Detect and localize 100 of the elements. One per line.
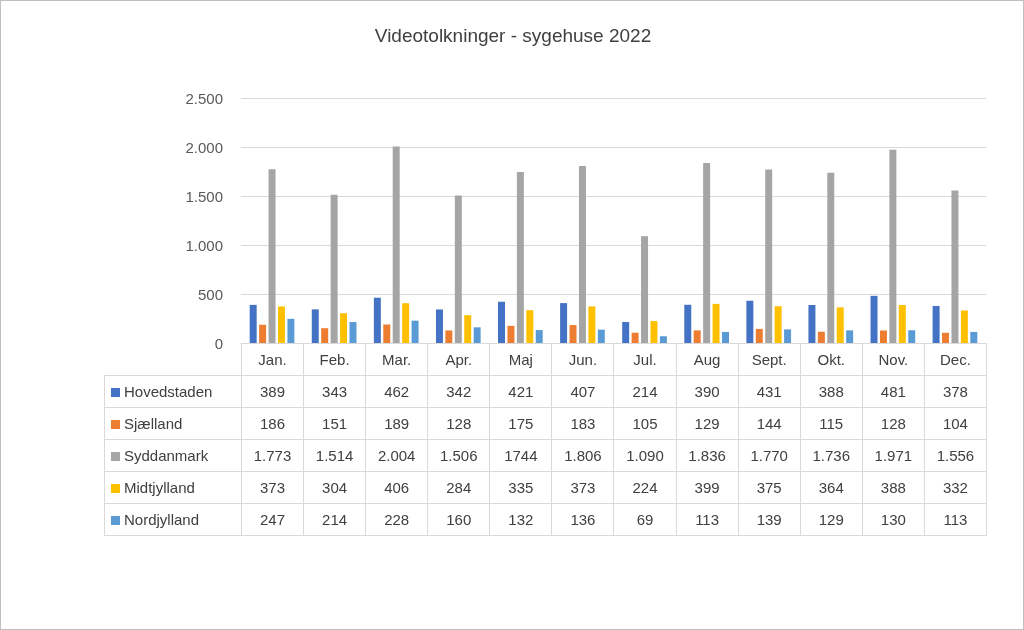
data-label: 390	[676, 375, 739, 408]
bar	[746, 300, 754, 343]
data-label: 388	[800, 375, 863, 408]
bar	[259, 324, 267, 343]
x-tick-label: Mar.	[365, 343, 428, 376]
bar	[454, 195, 462, 343]
bar	[402, 303, 410, 343]
data-label: 128	[427, 407, 490, 440]
data-label: 69	[613, 503, 677, 536]
y-tick-label: 0	[214, 334, 223, 352]
bar	[908, 330, 916, 343]
data-label: 388	[862, 471, 925, 504]
data-label: 151	[303, 407, 366, 440]
chart-title: Videotolkninger - sygehuse 2022	[374, 25, 652, 46]
data-label: 332	[924, 471, 987, 504]
bar	[321, 328, 329, 343]
bar	[870, 295, 878, 343]
data-label: 2.004	[365, 439, 428, 472]
bar	[650, 321, 658, 343]
data-label: 183	[551, 407, 614, 440]
bar	[970, 331, 978, 343]
bar	[721, 331, 729, 343]
data-label: 1.836	[676, 439, 739, 472]
data-label: 113	[676, 503, 739, 536]
bar	[942, 332, 950, 343]
bar	[693, 330, 701, 343]
bar	[249, 304, 257, 343]
y-tick-label: 1.500	[185, 187, 223, 205]
x-tick-label: Feb.	[303, 343, 366, 376]
bar	[330, 194, 338, 343]
data-label: 175	[489, 407, 552, 440]
y-tick-label: 500	[197, 285, 223, 303]
bar	[311, 309, 319, 343]
data-label: 1.806	[551, 439, 614, 472]
data-label: 462	[365, 375, 428, 408]
bar	[712, 303, 720, 343]
data-label: 139	[738, 503, 801, 536]
bar	[373, 297, 381, 343]
data-label: 189	[365, 407, 428, 440]
data-label: 481	[862, 375, 925, 408]
bar	[411, 320, 419, 343]
data-label: 399	[676, 471, 739, 504]
bar	[277, 306, 285, 343]
data-label: 373	[551, 471, 614, 504]
data-label: 375	[738, 471, 801, 504]
bar	[622, 322, 630, 343]
bar	[817, 331, 825, 343]
bar	[392, 146, 400, 343]
data-label: 113	[924, 503, 987, 536]
bar	[349, 322, 357, 343]
data-label: 1.971	[862, 439, 925, 472]
data-label: 1.506	[427, 439, 490, 472]
bar	[445, 330, 453, 343]
legend-label: Nordjylland	[104, 503, 242, 536]
data-label: 214	[613, 375, 677, 408]
bar	[659, 336, 667, 343]
data-label: 105	[613, 407, 677, 440]
bar	[569, 325, 577, 343]
legend-label: Sjælland	[104, 407, 242, 440]
data-label: 406	[365, 471, 428, 504]
x-tick-label: Jan.	[241, 343, 304, 376]
data-label: 104	[924, 407, 987, 440]
x-tick-label: Nov.	[862, 343, 925, 376]
data-label: 1.736	[800, 439, 863, 472]
bar	[684, 304, 692, 343]
legend-label: Hovedstaden	[104, 375, 242, 408]
data-label: 1.773	[241, 439, 304, 472]
bar	[703, 163, 711, 343]
bar	[784, 329, 792, 343]
data-label: 130	[862, 503, 925, 536]
bar	[340, 313, 348, 343]
data-label: 389	[241, 375, 304, 408]
data-label: 132	[489, 503, 552, 536]
bar	[951, 190, 959, 343]
legend-label: Syddanmark	[104, 439, 242, 472]
data-label: 1.514	[303, 439, 366, 472]
bar	[268, 169, 276, 343]
bar	[464, 315, 472, 343]
bar	[641, 236, 649, 343]
data-label: 284	[427, 471, 490, 504]
data-label: 144	[738, 407, 801, 440]
bar	[960, 310, 968, 343]
data-label: 407	[551, 375, 614, 408]
bar	[597, 329, 605, 343]
y-tick-label: 2.500	[185, 89, 223, 107]
data-label: 186	[241, 407, 304, 440]
bar	[774, 306, 782, 343]
data-label: 364	[800, 471, 863, 504]
bar	[932, 305, 940, 343]
bar	[898, 304, 906, 343]
y-tick-label: 2.000	[185, 138, 223, 156]
bar	[473, 327, 481, 343]
bar	[383, 324, 391, 343]
data-label: 129	[676, 407, 739, 440]
bar	[836, 307, 844, 343]
bar	[287, 318, 295, 343]
bar	[526, 310, 534, 343]
x-tick-label: Jul.	[613, 343, 677, 376]
bar	[827, 172, 835, 343]
x-tick-label: Aug	[676, 343, 739, 376]
